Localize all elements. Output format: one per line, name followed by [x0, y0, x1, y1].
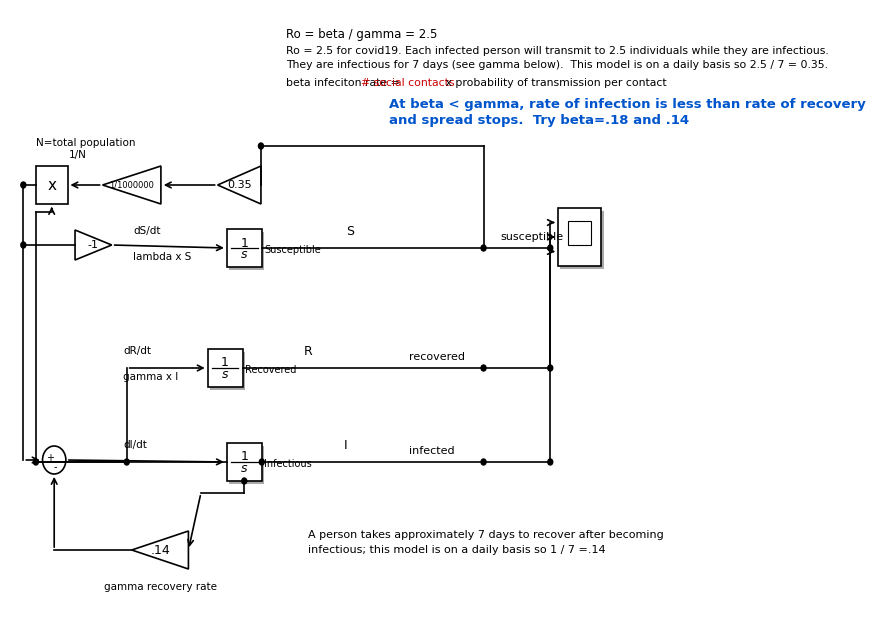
Text: 1/1000000: 1/1000000 — [110, 180, 154, 190]
Circle shape — [259, 459, 265, 465]
FancyBboxPatch shape — [229, 232, 265, 270]
Circle shape — [241, 478, 247, 484]
FancyBboxPatch shape — [227, 229, 262, 267]
Text: recovered: recovered — [409, 352, 464, 362]
Text: and spread stops.  Try beta=.18 and .14: and spread stops. Try beta=.18 and .14 — [389, 114, 690, 127]
Polygon shape — [75, 230, 111, 260]
Text: s: s — [222, 368, 228, 381]
Polygon shape — [102, 166, 161, 204]
Text: dR/dt: dR/dt — [123, 346, 151, 356]
Text: 1/N: 1/N — [69, 150, 87, 160]
Circle shape — [124, 459, 129, 465]
Text: dI/dt: dI/dt — [123, 440, 147, 450]
Text: 1: 1 — [241, 237, 249, 250]
Text: infectious; this model is on a daily basis so 1 / 7 =.14: infectious; this model is on a daily bas… — [308, 545, 606, 555]
Text: gamma x I: gamma x I — [123, 372, 178, 382]
Circle shape — [43, 446, 66, 474]
Text: 0.35: 0.35 — [227, 180, 251, 190]
Text: Susceptible: Susceptible — [265, 245, 321, 255]
Text: Infectious: Infectious — [265, 459, 312, 469]
Text: 1: 1 — [221, 357, 229, 370]
Circle shape — [548, 245, 552, 251]
Text: Ro = 2.5 for covid19. Each infected person will transmit to 2.5 individuals whil: Ro = 2.5 for covid19. Each infected pers… — [286, 46, 829, 56]
Polygon shape — [132, 531, 188, 569]
Text: x probability of transmission per contact: x probability of transmission per contac… — [442, 78, 666, 88]
Text: A person takes approximately 7 days to recover after becoming: A person takes approximately 7 days to r… — [308, 530, 664, 540]
FancyBboxPatch shape — [560, 211, 603, 269]
Text: -: - — [53, 462, 57, 472]
FancyBboxPatch shape — [36, 166, 68, 204]
Text: They are infectious for 7 days (see gamma below).  This model is on a daily basi: They are infectious for 7 days (see gamm… — [286, 60, 828, 70]
Circle shape — [481, 459, 486, 465]
Circle shape — [33, 459, 38, 465]
Circle shape — [258, 143, 264, 149]
FancyBboxPatch shape — [558, 208, 601, 266]
Text: N=total population: N=total population — [36, 138, 135, 148]
Text: Ro = beta / gamma = 2.5: Ro = beta / gamma = 2.5 — [286, 28, 437, 41]
Text: S: S — [347, 225, 354, 238]
Text: x: x — [47, 177, 56, 192]
FancyBboxPatch shape — [210, 352, 245, 390]
Circle shape — [481, 245, 486, 251]
Circle shape — [20, 182, 26, 188]
Text: gamma recovery rate: gamma recovery rate — [103, 582, 217, 592]
Circle shape — [548, 365, 552, 371]
Text: dS/dt: dS/dt — [134, 226, 161, 236]
Text: beta infeciton rate =: beta infeciton rate = — [286, 78, 404, 88]
Text: At beta < gamma, rate of infection is less than rate of recovery: At beta < gamma, rate of infection is le… — [389, 98, 866, 111]
Circle shape — [481, 365, 486, 371]
FancyBboxPatch shape — [568, 221, 592, 245]
Circle shape — [20, 242, 26, 248]
FancyBboxPatch shape — [229, 446, 265, 484]
FancyBboxPatch shape — [227, 443, 262, 481]
FancyBboxPatch shape — [208, 349, 242, 387]
Text: s: s — [241, 462, 248, 475]
Text: Recovered: Recovered — [245, 365, 297, 375]
Circle shape — [548, 459, 552, 465]
Text: +: + — [45, 453, 53, 463]
Text: 1: 1 — [241, 451, 249, 464]
Text: lambda x S: lambda x S — [134, 252, 192, 262]
Text: .14: .14 — [151, 543, 170, 556]
Text: I: I — [344, 439, 347, 452]
Text: # social contacts: # social contacts — [361, 78, 454, 88]
Text: infected: infected — [409, 446, 454, 456]
Text: -1: -1 — [88, 240, 99, 250]
Text: s: s — [241, 247, 248, 261]
Text: susceptible: susceptible — [500, 232, 563, 242]
Text: R: R — [304, 345, 313, 358]
Polygon shape — [217, 166, 261, 204]
